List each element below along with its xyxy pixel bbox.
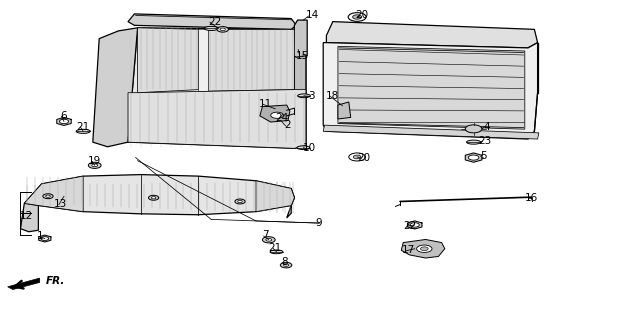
Circle shape (41, 237, 49, 240)
Text: 1: 1 (37, 231, 44, 241)
Circle shape (237, 200, 243, 203)
Circle shape (348, 13, 366, 21)
Text: 24: 24 (275, 113, 288, 123)
Polygon shape (338, 46, 525, 129)
Text: 9: 9 (316, 218, 322, 228)
Circle shape (271, 112, 284, 118)
Polygon shape (293, 20, 307, 57)
Circle shape (92, 164, 97, 167)
Ellipse shape (298, 94, 310, 98)
Polygon shape (138, 28, 198, 93)
Polygon shape (408, 221, 422, 229)
Circle shape (151, 197, 156, 199)
Text: 15: 15 (296, 51, 308, 61)
Circle shape (43, 194, 53, 199)
Circle shape (217, 27, 228, 32)
Ellipse shape (297, 146, 310, 150)
Polygon shape (323, 125, 539, 139)
Polygon shape (294, 29, 306, 148)
Polygon shape (198, 29, 208, 91)
Circle shape (349, 153, 365, 161)
Polygon shape (20, 203, 38, 232)
Circle shape (148, 195, 159, 200)
Circle shape (420, 247, 428, 251)
Ellipse shape (467, 140, 481, 144)
Text: 23: 23 (479, 136, 492, 146)
Text: 8: 8 (282, 257, 288, 267)
Polygon shape (326, 22, 538, 48)
Polygon shape (38, 235, 51, 242)
Polygon shape (93, 28, 138, 147)
Ellipse shape (76, 129, 90, 133)
Polygon shape (323, 43, 538, 139)
Text: 21: 21 (77, 122, 90, 132)
Text: 21: 21 (269, 243, 282, 253)
Polygon shape (338, 102, 351, 119)
Text: 22: 22 (208, 17, 221, 27)
Polygon shape (24, 176, 83, 212)
Text: 22: 22 (403, 221, 416, 231)
Circle shape (465, 125, 482, 133)
Polygon shape (128, 14, 296, 29)
Polygon shape (256, 181, 294, 212)
Circle shape (45, 195, 51, 197)
Polygon shape (401, 239, 445, 258)
Text: 18: 18 (326, 91, 339, 101)
Polygon shape (208, 29, 294, 91)
Text: 5: 5 (480, 151, 486, 161)
Text: 16: 16 (525, 193, 538, 203)
Polygon shape (465, 153, 482, 162)
Polygon shape (8, 278, 40, 290)
Text: 12: 12 (20, 211, 33, 221)
Text: 20: 20 (355, 11, 368, 20)
Polygon shape (24, 175, 294, 215)
Circle shape (284, 264, 289, 266)
Text: 14: 14 (306, 11, 319, 20)
Circle shape (60, 119, 68, 124)
Polygon shape (128, 28, 306, 148)
Text: 17: 17 (402, 245, 415, 255)
Circle shape (410, 223, 419, 227)
Polygon shape (287, 188, 294, 218)
Text: 19: 19 (88, 156, 101, 166)
Circle shape (353, 15, 362, 19)
Circle shape (220, 28, 225, 31)
Polygon shape (128, 90, 306, 148)
Circle shape (468, 155, 479, 160)
Circle shape (417, 245, 432, 252)
Text: 7: 7 (262, 231, 269, 240)
Text: 10: 10 (303, 143, 316, 153)
Circle shape (88, 162, 101, 168)
Polygon shape (57, 117, 71, 125)
Polygon shape (260, 105, 290, 122)
Circle shape (235, 199, 245, 204)
Circle shape (280, 262, 292, 268)
Text: 2: 2 (285, 120, 291, 130)
Circle shape (266, 239, 272, 241)
Text: 13: 13 (54, 199, 67, 209)
Text: 4: 4 (483, 122, 490, 132)
Text: 20: 20 (357, 153, 370, 163)
Ellipse shape (204, 26, 218, 31)
Circle shape (353, 155, 361, 159)
Text: FR.: FR. (46, 276, 65, 286)
Text: 11: 11 (259, 99, 272, 108)
Text: 3: 3 (308, 91, 315, 101)
Circle shape (262, 237, 275, 243)
Ellipse shape (270, 250, 283, 254)
Text: 6: 6 (61, 111, 67, 121)
